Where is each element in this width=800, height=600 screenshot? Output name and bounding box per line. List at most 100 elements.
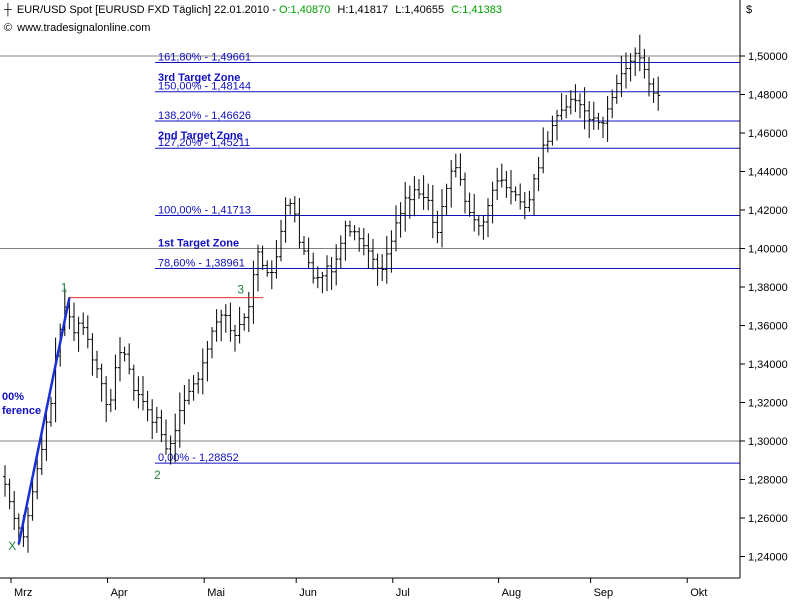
wave-label: 1 bbox=[61, 281, 68, 295]
price-bar bbox=[334, 244, 339, 286]
price-bar bbox=[412, 176, 417, 217]
price-bar bbox=[7, 478, 12, 510]
price-bar bbox=[633, 47, 638, 76]
fib-level-label: 0,00% - 1,28852 bbox=[158, 452, 239, 464]
price-bar bbox=[233, 324, 237, 352]
price-bar bbox=[467, 192, 472, 217]
price-bar bbox=[223, 304, 228, 333]
price-bar bbox=[292, 196, 297, 223]
price-bar bbox=[651, 78, 656, 104]
y-tick-label: 1,40000 bbox=[748, 244, 788, 256]
price-bar bbox=[348, 220, 352, 237]
wave-label: X bbox=[8, 539, 16, 553]
website-line: © www.tradesignalonline.com bbox=[4, 22, 150, 34]
price-bar bbox=[476, 215, 481, 236]
y-tick-label: 1,28000 bbox=[748, 475, 788, 487]
price-bar bbox=[49, 396, 53, 427]
price-bar bbox=[509, 170, 513, 205]
price-bar bbox=[76, 316, 81, 352]
price-bar bbox=[440, 189, 444, 248]
target-zone-label: 2nd Target Zone bbox=[158, 130, 243, 142]
price-bar bbox=[458, 153, 463, 186]
y-tick-label: 1,26000 bbox=[748, 513, 788, 525]
price-bar bbox=[329, 256, 334, 290]
target-zone-label: 1st Target Zone bbox=[158, 238, 239, 250]
price-bar bbox=[417, 179, 421, 200]
y-tick-label: 1,34000 bbox=[748, 359, 788, 371]
price-bar bbox=[265, 260, 270, 277]
price-bar bbox=[527, 190, 532, 212]
price-bar bbox=[260, 245, 265, 270]
extension-label-top: 00% bbox=[2, 391, 24, 403]
price-bar bbox=[449, 160, 454, 208]
price-bar bbox=[214, 309, 219, 342]
price-bar bbox=[288, 198, 293, 215]
price-bar bbox=[141, 376, 145, 411]
price-bar bbox=[187, 378, 191, 405]
fibonacci-levels: 161,80% - 1,49661 150,00% - 1,48144 138,20… bbox=[155, 52, 740, 464]
price-bar bbox=[403, 181, 408, 232]
chart-annotations: 1 2 3 X 00% ference bbox=[2, 281, 264, 553]
y-tick-label: 1,30000 bbox=[748, 436, 788, 448]
price-bar bbox=[182, 385, 187, 425]
price-bar bbox=[518, 183, 523, 210]
copyright-icon: © bbox=[4, 22, 12, 34]
price-bar bbox=[394, 205, 398, 252]
price-bar bbox=[550, 115, 555, 146]
y-tick-label: 1,46000 bbox=[748, 128, 788, 140]
price-bar bbox=[499, 163, 504, 188]
price-bar bbox=[306, 237, 311, 268]
wave-label: 3 bbox=[237, 283, 244, 297]
header-open: O:1,40870 bbox=[279, 4, 330, 16]
price-bar bbox=[325, 255, 329, 292]
price-bar bbox=[559, 93, 564, 120]
price-bar bbox=[159, 409, 164, 443]
extension-label-bottom: ference bbox=[2, 405, 41, 417]
price-bar bbox=[486, 198, 490, 238]
x-tick-label: Sep bbox=[594, 587, 614, 599]
y-tick-label: 1,48000 bbox=[748, 90, 788, 102]
x-tick-label: Jun bbox=[299, 587, 317, 599]
price-bar bbox=[389, 230, 394, 273]
price-bar bbox=[453, 153, 458, 178]
fib-level-label: 78,60% - 1,38961 bbox=[158, 258, 245, 270]
price-bar bbox=[605, 96, 610, 142]
price-bar bbox=[131, 364, 136, 401]
price-bar bbox=[279, 219, 283, 262]
y-tick-label: 1,42000 bbox=[748, 205, 788, 217]
price-bar bbox=[656, 76, 661, 111]
price-bar bbox=[361, 228, 366, 256]
price-bar bbox=[472, 193, 477, 232]
price-bar bbox=[573, 84, 578, 113]
x-tick-label: Mai bbox=[207, 587, 225, 599]
price-bar bbox=[274, 239, 279, 279]
price-bar bbox=[122, 346, 127, 362]
price-bar bbox=[568, 90, 573, 115]
price-bar bbox=[95, 350, 99, 379]
price-bar bbox=[435, 210, 440, 244]
price-bar bbox=[541, 127, 546, 174]
price-bar bbox=[398, 202, 403, 238]
price-bar bbox=[490, 181, 495, 224]
x-tick-label: Aug bbox=[502, 587, 522, 599]
price-bar bbox=[145, 390, 150, 422]
price-bar bbox=[127, 343, 132, 375]
price-bar bbox=[421, 175, 426, 210]
price-bar bbox=[205, 341, 210, 382]
price-bar bbox=[237, 306, 242, 344]
price-bar bbox=[545, 131, 550, 153]
chart-header: ┼ EUR/USD Spot [EURUSD FXD Täglich] 22.0… bbox=[3, 2, 502, 17]
price-bar bbox=[624, 52, 628, 89]
price-bar bbox=[283, 197, 288, 243]
price-bar bbox=[302, 235, 306, 255]
price-bar bbox=[269, 260, 274, 290]
price-bar bbox=[315, 266, 320, 289]
price-bar bbox=[246, 291, 251, 333]
price-bar bbox=[173, 413, 178, 463]
price-bar bbox=[311, 252, 316, 284]
y-tick-label: 1,24000 bbox=[748, 552, 788, 564]
website-text: www.tradesignalonline.com bbox=[16, 22, 150, 34]
price-bar bbox=[504, 171, 509, 198]
price-bar bbox=[426, 183, 431, 211]
